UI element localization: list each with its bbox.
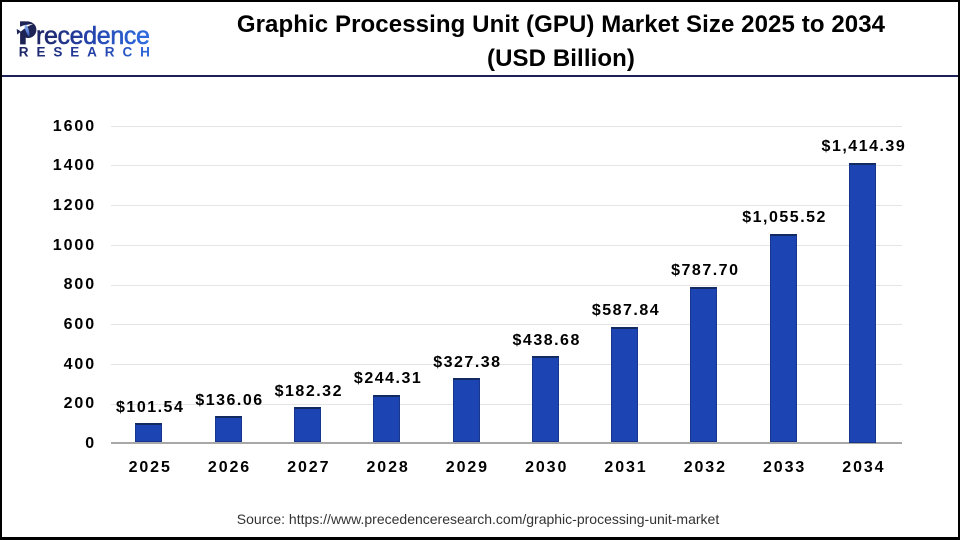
svg-text:recedence: recedence [36, 22, 150, 50]
svg-text:RESEARCH: RESEARCH [19, 45, 158, 60]
